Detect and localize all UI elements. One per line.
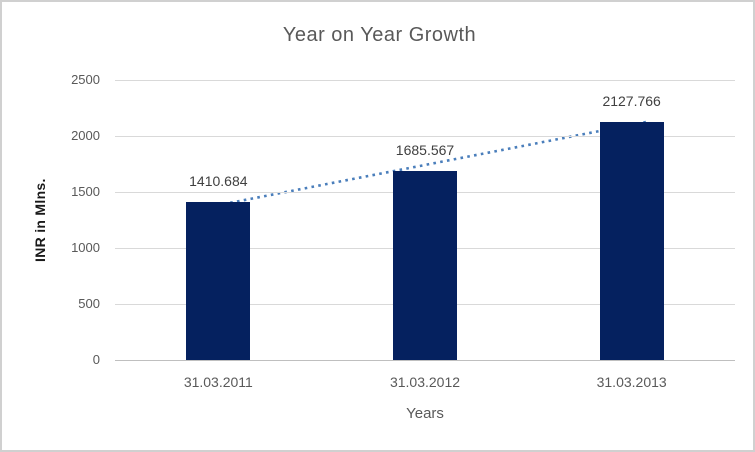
chart-title: Year on Year Growth [282,24,477,46]
y-tick-label: 2500 [71,72,100,87]
y-tick-label: 2000 [71,128,100,143]
data-label: 1410.684 [189,173,248,189]
y-tick-label: 0 [92,352,100,367]
x-axis-title: Years [406,405,444,422]
bar-31-03-2013 [599,121,664,360]
y-tick-label: 1500 [71,184,100,199]
x-tick-label: 31.03.2013 [596,374,667,390]
data-label: 2127.766 [602,92,661,109]
data-label: 1685.567 [395,142,455,159]
bar-31-03-2011 [186,202,251,360]
x-tick-label: 31.03.2011 [183,374,253,390]
y-tick-label: 500 [78,296,100,311]
x-axis-line [115,359,735,361]
bar-31-03-2012 [393,171,457,360]
y-axis-title: INR in Mlns. [32,178,48,262]
gridline [115,135,735,137]
gridline [115,79,735,81]
y-tick-label: 1000 [71,240,100,255]
x-tick-label: 31.03.2012 [389,374,461,390]
